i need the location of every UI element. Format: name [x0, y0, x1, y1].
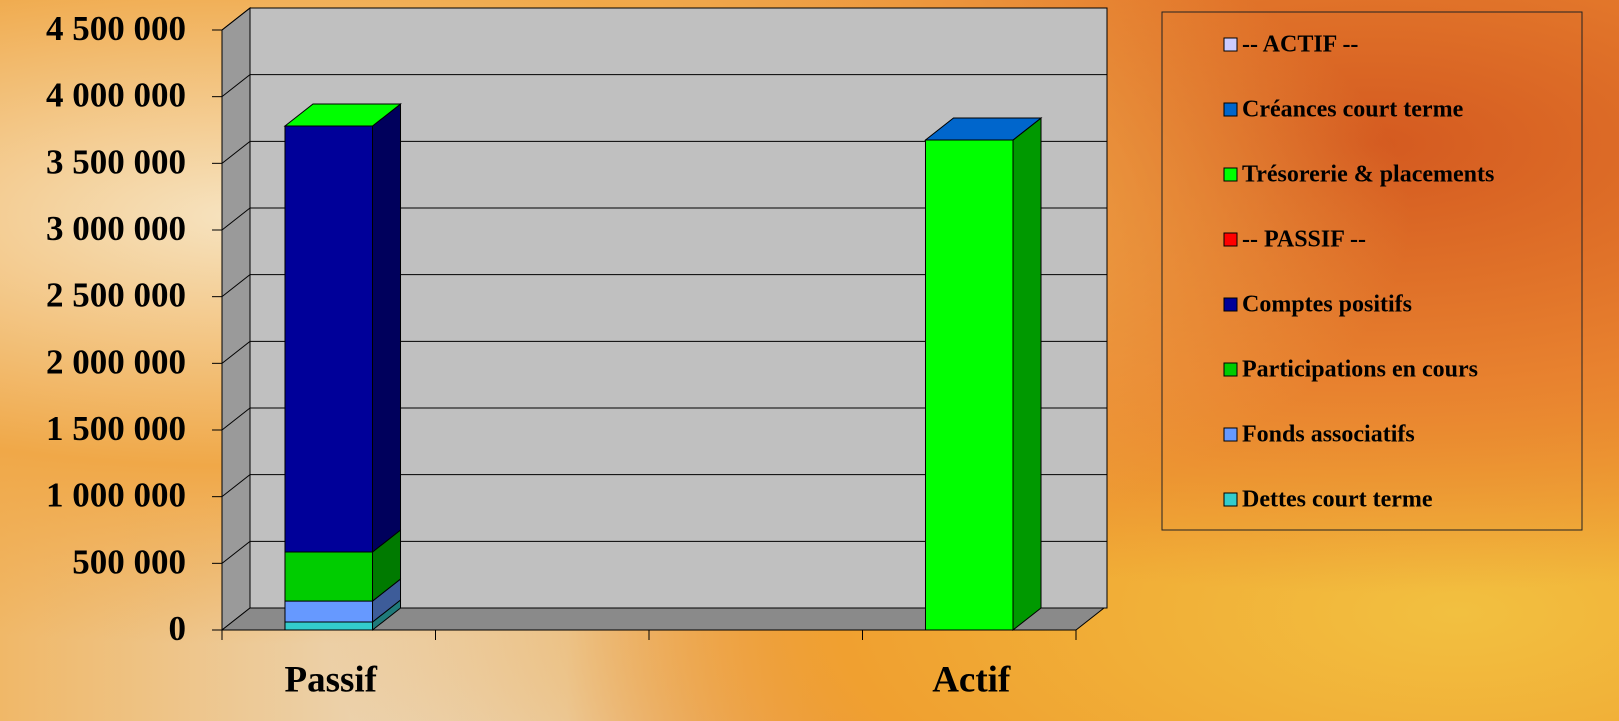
grid-line: [221, 7, 251, 31]
legend-label: -- ACTIF --: [1242, 32, 1358, 58]
bar-segment: [284, 621, 374, 631]
grid-line: [221, 474, 251, 498]
legend-label: Participations en cours: [1242, 357, 1478, 383]
floor: [220, 607, 1106, 631]
side-wall: [221, 6, 251, 632]
y-tick-label: 1 500 000: [46, 409, 186, 448]
y-tick-label: 1 000 000: [46, 476, 186, 515]
legend-label: -- PASSIF --: [1242, 227, 1366, 253]
bar-segment: [284, 551, 374, 602]
x-tick-label: Passif: [285, 659, 378, 700]
bar-segment: [924, 139, 1014, 631]
y-tick-label: 2 000 000: [46, 342, 186, 381]
x-tick-label: Actif: [932, 659, 1011, 700]
grid-line: [221, 540, 251, 564]
y-tick-label: 0: [169, 609, 187, 648]
grid-line: [221, 274, 251, 298]
bar-segment: [284, 125, 374, 553]
y-tick-label: 500 000: [72, 542, 186, 581]
legend-swatch: [1223, 37, 1238, 52]
legend-label: Dettes court terme: [1242, 487, 1433, 513]
legend-label: Fonds associatifs: [1242, 422, 1415, 448]
legend-label: Trésorerie & placements: [1242, 162, 1494, 188]
grid-line: [221, 340, 251, 364]
grid-line: [221, 74, 251, 98]
legend-swatch: [1223, 427, 1238, 442]
bar-side: [372, 102, 402, 554]
legend-swatch: [1223, 232, 1238, 247]
legend-label: Créances court terme: [1242, 97, 1464, 123]
y-tick-label: 3 500 000: [46, 142, 186, 181]
y-tick-label: 3 000 000: [46, 209, 186, 248]
y-tick-label: 4 500 000: [46, 9, 186, 48]
grid-line: [221, 140, 251, 164]
bar-top: [283, 103, 402, 127]
grid-line: [221, 407, 251, 431]
legend-label: Comptes positifs: [1242, 292, 1412, 318]
legend-swatch: [1223, 297, 1238, 312]
y-tick-label: 2 500 000: [46, 276, 186, 315]
y-tick-label: 4 000 000: [46, 76, 186, 115]
bar-top: [924, 117, 1043, 141]
legend-swatch: [1223, 362, 1238, 377]
legend-box: [1161, 11, 1583, 531]
grid-line: [221, 207, 251, 231]
bar-segment: [284, 600, 374, 623]
legend-swatch: [1223, 492, 1238, 507]
bar-side: [1012, 116, 1042, 632]
legend-swatch: [1223, 167, 1238, 182]
legend-swatch: [1223, 102, 1238, 117]
